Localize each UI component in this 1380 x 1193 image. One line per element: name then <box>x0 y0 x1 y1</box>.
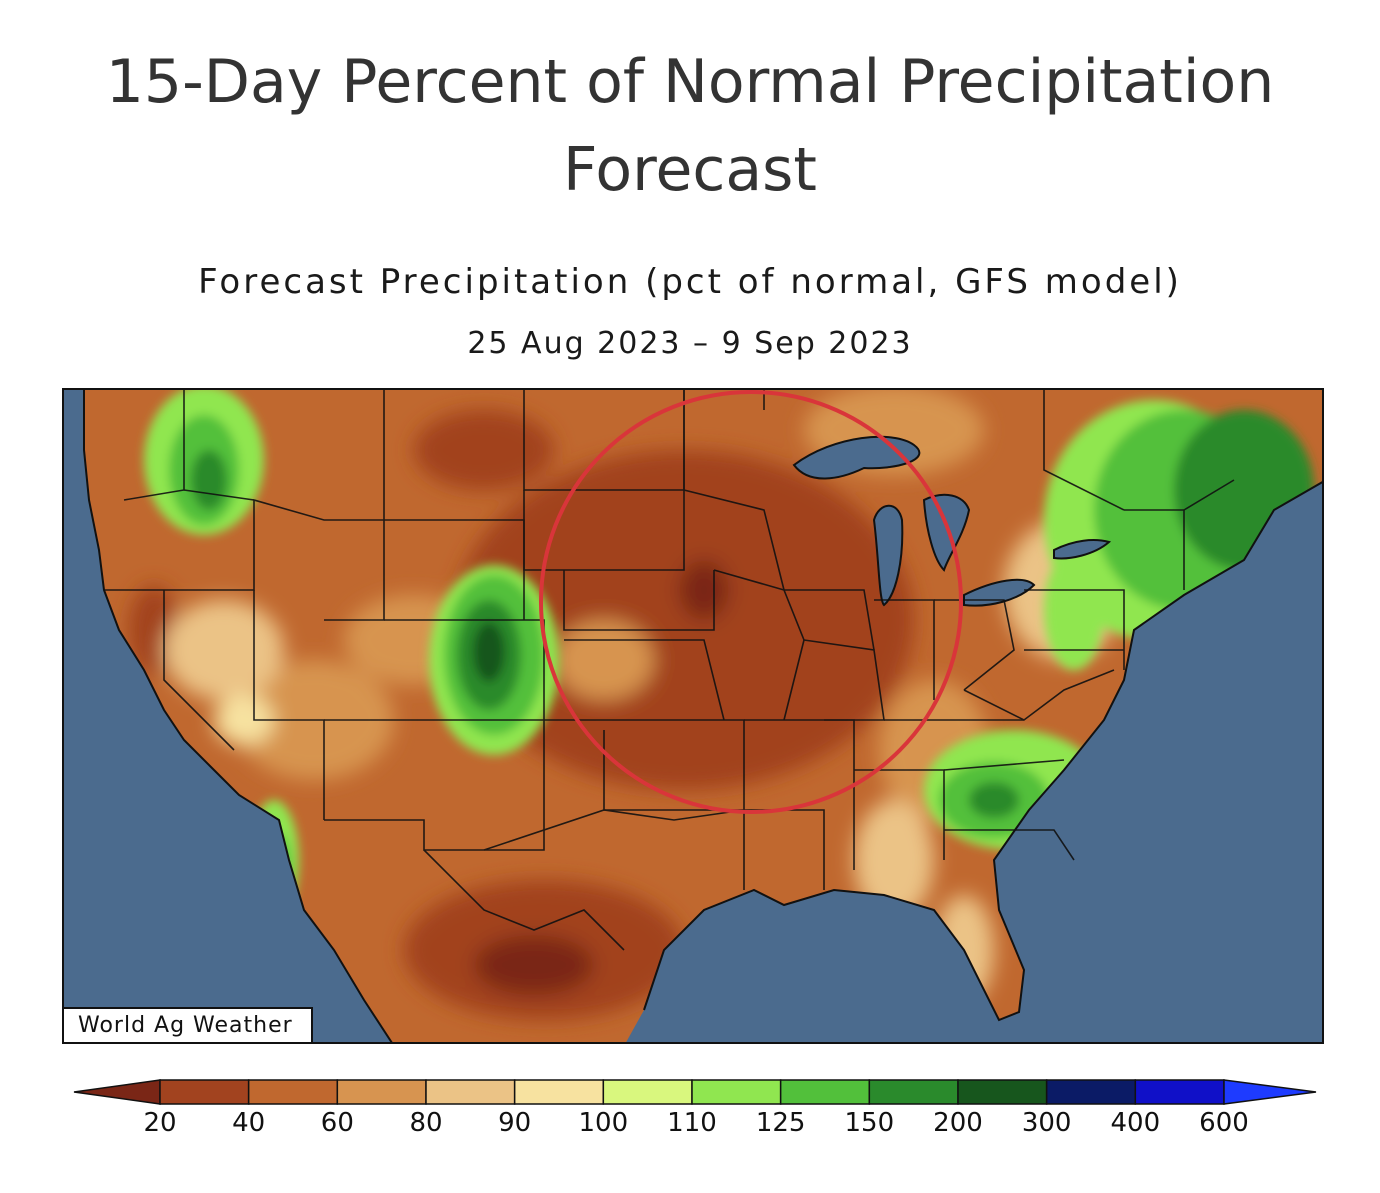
legend-tick-label: 300 <box>1021 1108 1072 1138</box>
page-title: 15-Day Percent of Normal Precipitation F… <box>0 38 1380 214</box>
page-title-line1: 15-Day Percent of Normal Precipitation <box>105 47 1275 117</box>
legend-tick-label: 110 <box>667 1108 717 1138</box>
legend-cell <box>602 1079 693 1105</box>
legend-arrow-low <box>73 1079 161 1105</box>
legend-tick-label: 40 <box>232 1108 266 1138</box>
legend-arrow-high <box>1223 1079 1317 1105</box>
watermark: World Ag Weather <box>64 1007 313 1042</box>
map-date-range: 25 Aug 2023 – 9 Sep 2023 <box>467 326 913 361</box>
legend-tick-label: 125 <box>755 1108 806 1138</box>
legend-cell <box>957 1079 1048 1105</box>
pacific-coast <box>83 390 393 1042</box>
legend-cell <box>513 1079 605 1105</box>
legend-cell <box>691 1079 782 1105</box>
great-lakes <box>792 435 1112 607</box>
legend-tick-label: 100 <box>578 1108 629 1138</box>
legend-cell <box>1045 1079 1137 1105</box>
legend-tick-label: 150 <box>844 1108 895 1138</box>
legend-tick-label: 400 <box>1110 1108 1161 1138</box>
map-title: Forecast Precipitation (pct of normal, G… <box>198 262 1182 302</box>
legend-cell <box>159 1079 250 1105</box>
legend-tick-label: 200 <box>933 1108 983 1138</box>
highlight-circle <box>539 390 963 814</box>
legend-tick-label: 600 <box>1199 1108 1249 1138</box>
page-title-line2: Forecast <box>563 135 817 205</box>
atlantic-gulf-coast <box>643 481 1322 1022</box>
land-layer <box>84 390 1322 1042</box>
map-graphic <box>83 390 1322 1042</box>
legend-cell <box>336 1079 427 1105</box>
legend-cell <box>868 1079 959 1105</box>
legend-colorbar <box>73 1079 1317 1105</box>
legend-cell <box>247 1079 339 1105</box>
legend-cell <box>425 1079 516 1105</box>
legend-tick-label: 80 <box>409 1108 443 1138</box>
legend-cell <box>1134 1079 1225 1105</box>
legend-tick-label: 60 <box>320 1108 354 1138</box>
legend-tick-label: 20 <box>143 1108 177 1138</box>
legend-tick-label: 90 <box>498 1108 532 1138</box>
legend-cell <box>779 1079 871 1105</box>
precipitation-map: World Ag Weather <box>62 388 1324 1044</box>
state-borders <box>104 390 1235 951</box>
